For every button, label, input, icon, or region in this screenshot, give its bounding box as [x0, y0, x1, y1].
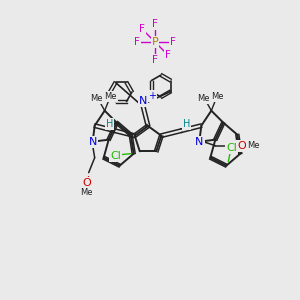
Text: Me: Me: [80, 188, 93, 197]
Text: Cl: Cl: [226, 143, 237, 153]
Text: +: +: [148, 91, 156, 101]
Text: P: P: [152, 37, 158, 47]
Text: F: F: [152, 55, 158, 65]
Text: Me: Me: [197, 94, 210, 103]
Text: Me: Me: [90, 94, 103, 103]
Text: H: H: [183, 119, 190, 129]
Text: N: N: [88, 137, 97, 147]
Text: F: F: [170, 37, 176, 47]
Text: O: O: [237, 141, 246, 151]
Text: F: F: [152, 19, 158, 29]
Text: O: O: [82, 178, 91, 188]
Text: Me: Me: [247, 141, 260, 150]
Text: N: N: [195, 137, 203, 147]
Text: F: F: [165, 50, 171, 60]
Text: Cl: Cl: [110, 151, 121, 161]
Text: Me: Me: [104, 92, 117, 101]
Text: Me: Me: [211, 92, 224, 101]
Text: H: H: [106, 119, 113, 129]
Text: F: F: [134, 37, 140, 47]
Text: N: N: [139, 96, 147, 106]
Text: F: F: [139, 24, 145, 34]
